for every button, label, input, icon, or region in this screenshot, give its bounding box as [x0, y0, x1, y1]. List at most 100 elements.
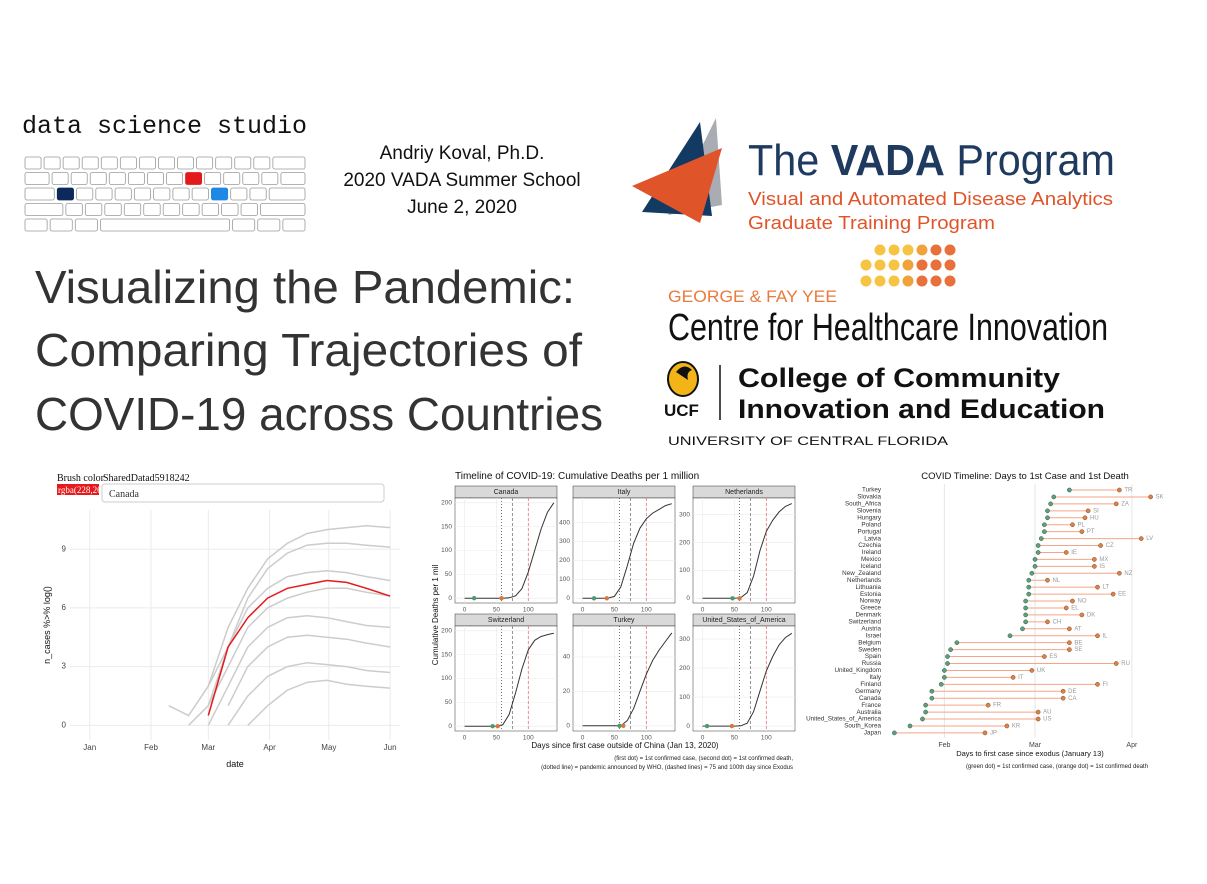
code-label: IE [1071, 550, 1077, 556]
facet-label: Italy [618, 489, 631, 496]
x-tick-label: 0 [463, 607, 467, 614]
country-label: Slovakia [857, 494, 881, 501]
code-label: NZ [1124, 571, 1132, 577]
country-label: New_Zealand [842, 570, 881, 577]
key [232, 218, 256, 232]
key [24, 156, 42, 170]
first-case-dot [929, 695, 935, 701]
first-case-dot [923, 709, 928, 715]
first-death-dot [1098, 543, 1103, 548]
first-case-dot [1026, 577, 1032, 583]
y-tick-label: 200 [679, 539, 690, 546]
code-label: PT [1087, 529, 1095, 535]
caption: (first dot) = 1st confirmed case, (secon… [614, 756, 793, 762]
facet-panel [572, 497, 676, 604]
key [74, 218, 98, 232]
slide-title: Visualizing the Pandemic: [35, 261, 575, 313]
chart-title: COVID Timeline: Days to 1st Case and 1st… [921, 471, 1129, 482]
y-tick-label: 6 [62, 603, 67, 612]
first-death-dot [982, 730, 988, 736]
dot [902, 275, 914, 287]
select-value: Canada [109, 489, 140, 500]
first-death-dot [1045, 577, 1050, 583]
first-case-dot [471, 596, 477, 601]
y-tick-label: 0 [686, 723, 690, 730]
x-axis-label: date [226, 759, 244, 769]
first-case-dot [945, 661, 950, 666]
code-label: US [1043, 717, 1051, 723]
country-label: Japan [864, 730, 882, 737]
y-tick-label: 100 [441, 675, 452, 682]
vada-name: VADA [831, 136, 945, 185]
country-label: Greece [860, 605, 881, 612]
color-input[interactable] [57, 484, 99, 495]
x-tick-label: 0 [581, 607, 585, 614]
series-line [702, 632, 793, 727]
y-tick-label: 100 [679, 567, 690, 574]
code-label: KR [1012, 724, 1021, 730]
key [81, 156, 99, 170]
x-tick-label: 0 [701, 735, 705, 742]
first-case-dot [1023, 598, 1028, 604]
code-label: JP [990, 730, 997, 736]
country-label: Austria [861, 625, 881, 632]
key [201, 203, 220, 216]
first-case-dot [1035, 550, 1041, 555]
first-case-dot [1051, 494, 1057, 500]
y-tick-label: 9 [62, 544, 67, 553]
key [249, 187, 267, 201]
key [89, 172, 107, 185]
first-case-dot [1035, 543, 1041, 548]
x-tick-label: Jan [83, 743, 96, 752]
key [95, 187, 113, 201]
country-label: Canada [859, 695, 882, 702]
key [127, 172, 145, 185]
key [204, 172, 222, 185]
dot [930, 259, 942, 271]
country-label: Iceland [861, 563, 882, 570]
first-death-dot [1138, 536, 1144, 541]
country-label: United_States_of_America [806, 716, 881, 723]
x-tick-label: Feb [938, 742, 950, 749]
dot [874, 259, 886, 271]
country-label: Portugal [858, 528, 881, 535]
key [100, 156, 118, 170]
first-case-dot [730, 596, 735, 601]
country-label: Estonia [860, 591, 882, 598]
facet-label: United_States_of_America [702, 617, 785, 624]
first-case-dot [1045, 508, 1050, 514]
x-tick-label: Apr [263, 743, 276, 752]
code-label: TR [1124, 488, 1133, 494]
code-label: AU [1043, 710, 1051, 716]
key [62, 156, 80, 170]
country-label: Norway [860, 598, 882, 605]
country-label: Ireland [862, 549, 882, 556]
key [114, 187, 132, 201]
first-case-dot [1007, 633, 1013, 639]
select-input[interactable] [101, 483, 385, 503]
y-tick-label: 0 [566, 723, 570, 730]
series-line [207, 614, 391, 726]
first-case-dot [938, 681, 944, 687]
code-label: AT [1074, 626, 1082, 632]
series-line [227, 661, 391, 726]
first-death-dot [1010, 675, 1016, 680]
first-death-dot [1035, 709, 1041, 715]
key [65, 203, 83, 216]
key [162, 203, 181, 216]
series-line [227, 634, 391, 707]
key [143, 203, 161, 216]
key [24, 187, 55, 201]
x-tick-label: 50 [493, 607, 501, 614]
x-tick-label: 50 [731, 735, 739, 742]
first-case-dot [490, 724, 495, 729]
first-case-dot [1023, 619, 1028, 625]
key [119, 156, 137, 170]
dot [860, 259, 872, 271]
code-label: LT [1103, 585, 1110, 591]
y-tick-label: 40 [563, 654, 571, 661]
first-death-dot [1113, 501, 1119, 507]
first-death-dot [1063, 550, 1069, 555]
vada-program: Program [945, 136, 1115, 185]
